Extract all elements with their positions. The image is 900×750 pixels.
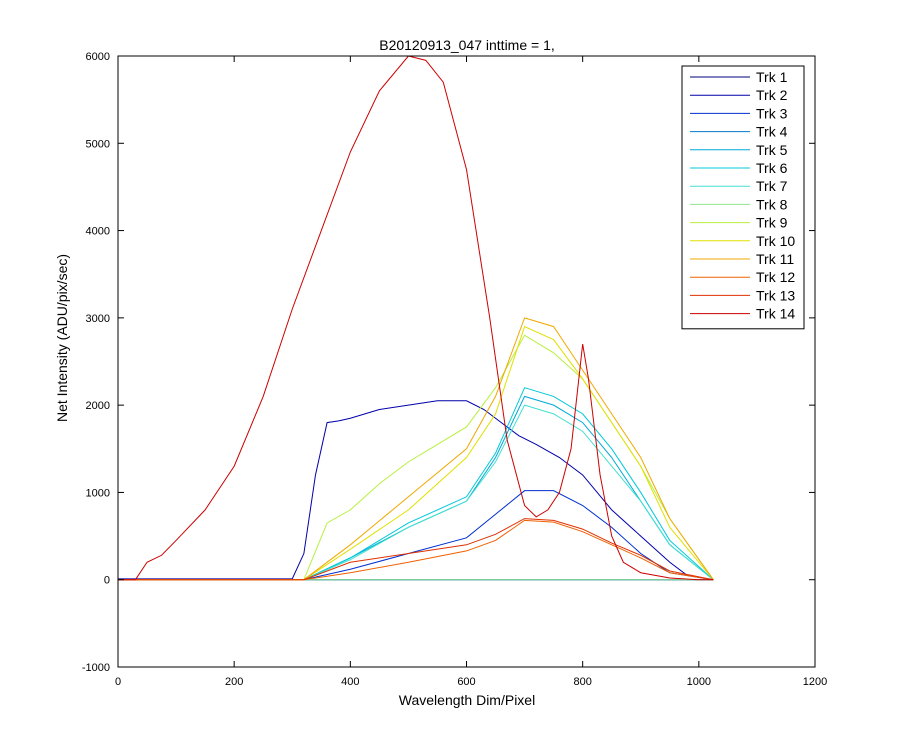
y-tick-label: 0: [104, 575, 110, 587]
x-tick-label: 0: [115, 676, 121, 688]
series-line-2: [118, 400, 714, 581]
legend-label: Trk 8: [756, 196, 788, 212]
y-tick-label: 2000: [86, 400, 110, 412]
y-tick-label: 5000: [86, 138, 110, 150]
legend-box: [681, 65, 805, 330]
x-tick-label: 1000: [687, 676, 711, 688]
legend-label: Trk 4: [756, 124, 788, 140]
y-tick-label: 6000: [86, 51, 110, 63]
plot-layer: [117, 55, 816, 668]
y-tick-label: 3000: [86, 313, 110, 325]
series-line-3: [118, 490, 714, 581]
legend-label: Trk 1: [756, 69, 788, 85]
x-tick-label: 800: [573, 676, 591, 688]
y-tick-label: 1000: [86, 487, 110, 499]
y-axis-ticks: -1000 0 1000 2000 3000 4000 5000 6000: [82, 51, 815, 674]
series-line-6: [118, 387, 714, 581]
x-tick-label: 400: [341, 676, 359, 688]
series-group: [118, 56, 714, 581]
legend-label: Trk 14: [756, 306, 795, 322]
series-line-10: [118, 325, 714, 581]
legend-label: Trk 13: [756, 287, 795, 303]
x-axis-ticks: 0 200 400 600 800 1000 1200: [115, 56, 827, 688]
chart-title: B20120913_047 inttime = 1,: [379, 37, 555, 53]
legend-label: Trk 9: [756, 215, 788, 231]
series-line-14: [118, 56, 714, 581]
legend-label: Trk 2: [756, 87, 788, 103]
x-tick-label: 1200: [803, 676, 827, 688]
series-line-12: [118, 519, 714, 581]
legend-label: Trk 11: [756, 251, 794, 267]
series-line-11: [118, 317, 714, 581]
legend-label: Trk 12: [756, 269, 795, 285]
y-tick-label: -1000: [82, 662, 110, 674]
x-tick-label: 600: [457, 676, 475, 688]
legend: Trk 1 Trk 2 Trk 3 Trk 4 Trk 5 Trk 6 Trk 7 Trk 8…: [681, 65, 805, 330]
x-tick-label: 200: [225, 676, 243, 688]
legend-label: Trk 10: [756, 233, 795, 249]
y-tick-label: 4000: [86, 226, 110, 238]
legend-label: Trk 6: [756, 160, 788, 176]
series-line-13: [118, 518, 714, 581]
y-axis-label: Net Intensity (ADU/pix/sec): [54, 254, 70, 422]
legend-label: Trk 3: [756, 105, 788, 121]
series-line-7: [118, 404, 714, 581]
legend-label: Trk 5: [756, 142, 788, 158]
x-axis-label: Wavelength Dim/Pixel: [399, 692, 535, 708]
legend-label: Trk 7: [756, 178, 788, 194]
